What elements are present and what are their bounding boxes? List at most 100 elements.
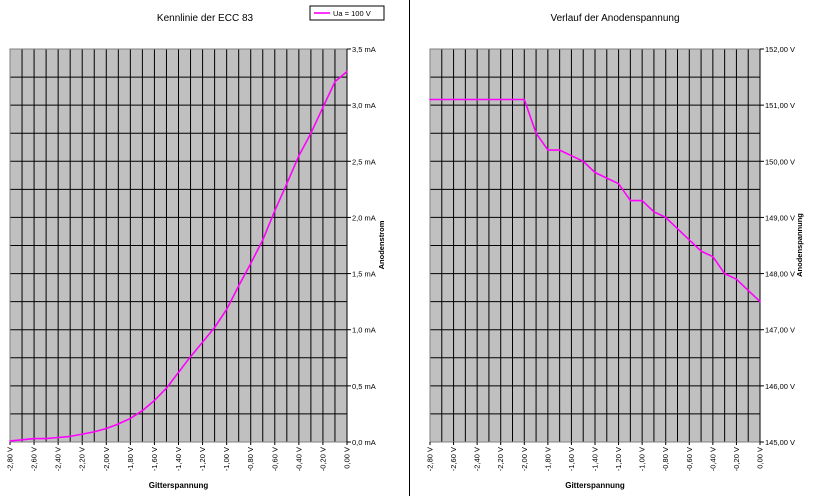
x-tick-label: -0,80 V: [661, 447, 670, 471]
x-tick-label: -0,60 V: [685, 447, 694, 471]
data-point: [688, 239, 691, 241]
x-axis-label: Gitterspannung: [149, 481, 209, 490]
x-tick-label: -1,40 V: [174, 447, 183, 471]
data-point: [298, 154, 300, 157]
y-tick-label: 1,0 mA: [352, 326, 376, 335]
x-tick-label: -0,40 V: [708, 447, 717, 471]
y-tick-label: 145,00 V: [765, 438, 795, 447]
x-axis-label: Gitterspannung: [565, 481, 625, 490]
data-point: [429, 98, 431, 101]
data-point: [93, 431, 96, 433]
legend-label: Ua = 100 V: [333, 9, 371, 18]
x-tick-label: -2,00 V: [102, 447, 111, 471]
x-tick-label: 0,00 V: [343, 447, 352, 469]
data-point: [535, 132, 537, 135]
data-point: [189, 355, 192, 358]
data-point: [105, 427, 108, 430]
y-axis-label: Anodenspannung: [795, 213, 804, 277]
data-point: [440, 98, 443, 101]
x-tick-label: -2,60 V: [30, 447, 39, 471]
y-axis-label: Anodenstrom: [377, 220, 386, 269]
data-point: [81, 433, 84, 435]
data-point: [237, 285, 240, 287]
data-point: [594, 171, 596, 174]
x-tick-label: -2,20 V: [78, 447, 87, 471]
chart-divider: [409, 0, 410, 496]
x-tick-label: -2,20 V: [496, 447, 505, 471]
x-tick-label: -1,20 V: [198, 447, 207, 471]
data-point: [617, 182, 620, 185]
data-point: [664, 216, 667, 219]
x-tick-label: -1,80 V: [126, 447, 135, 471]
data-point: [310, 132, 312, 135]
y-tick-label: 150,00 V: [765, 157, 795, 166]
y-tick-label: 0,5 mA: [352, 382, 376, 391]
data-point: [476, 98, 478, 101]
data-point: [117, 423, 120, 425]
data-point: [261, 239, 264, 241]
data-point: [129, 417, 132, 420]
data-point: [464, 98, 467, 101]
data-point: [488, 98, 490, 101]
data-point: [712, 255, 714, 258]
data-point: [735, 278, 738, 280]
data-point: [45, 437, 47, 440]
data-point: [511, 98, 514, 101]
data-point: [570, 154, 573, 157]
y-tick-label: 0,0 mA: [352, 438, 376, 447]
x-tick-label: -2,60 V: [449, 447, 458, 471]
data-point: [334, 80, 336, 83]
data-point: [653, 211, 655, 213]
x-tick-label: -1,00 V: [638, 447, 647, 471]
x-tick-label: -0,60 V: [270, 447, 279, 471]
x-tick-label: 0,00 V: [756, 447, 765, 469]
chart-title: Verlauf der Anodenspannung: [551, 13, 680, 24]
data-point: [452, 98, 455, 101]
data-point: [700, 250, 702, 252]
data-point: [57, 436, 59, 439]
data-point: [21, 438, 23, 441]
data-point: [346, 70, 348, 73]
x-tick-label: -0,40 V: [294, 447, 303, 471]
y-tick-label: 148,00 V: [765, 270, 795, 279]
y-tick-label: 146,00 V: [765, 382, 795, 391]
data-point: [759, 300, 761, 303]
y-tick-label: 2,0 mA: [352, 213, 376, 222]
data-point: [33, 437, 35, 440]
data-point: [747, 289, 750, 292]
data-point: [9, 440, 11, 442]
data-point: [249, 262, 252, 265]
chart-2: 145,00 V 146,00 V 147,00 V 148,00 V 149,00 V…: [426, 13, 805, 490]
x-tick-label: -1,80 V: [543, 447, 552, 471]
y-tick-label: 149,00 V: [765, 213, 795, 222]
data-point: [322, 106, 324, 109]
data-point: [723, 272, 726, 275]
data-point: [165, 387, 168, 389]
data-point: [605, 177, 608, 179]
data-point: [213, 326, 216, 329]
y-tick-label: 3,0 mA: [352, 101, 376, 110]
data-point: [201, 341, 204, 343]
data-point: [629, 199, 632, 202]
x-tick-label: -1,60 V: [567, 447, 576, 471]
x-tick-label: -0,20 V: [318, 447, 327, 471]
y-tick-label: 147,00 V: [765, 326, 795, 335]
x-tick-label: -2,80 V: [426, 447, 435, 471]
y-tick-label: 151,00 V: [765, 101, 795, 110]
data-point: [499, 98, 502, 101]
x-tick-label: -1,00 V: [222, 447, 231, 471]
data-point: [273, 209, 276, 212]
data-point: [141, 409, 144, 412]
chart-title: Kennlinie der ECC 83: [157, 13, 254, 24]
data-point: [177, 371, 180, 374]
data-point: [523, 98, 526, 101]
data-point: [286, 182, 288, 185]
y-tick-label: 3,5 mA: [352, 45, 376, 54]
chart-1: 0,0 mA 0,5 mA 1,0 mA 1,5 mA 2,0 mA 2,5 mA 3,0 …: [6, 5, 386, 490]
x-tick-label: -1,60 V: [150, 447, 159, 471]
data-point: [547, 149, 549, 151]
x-tick-label: -1,40 V: [591, 447, 600, 471]
data-point: [225, 308, 228, 311]
x-tick-label: -2,00 V: [520, 447, 529, 471]
